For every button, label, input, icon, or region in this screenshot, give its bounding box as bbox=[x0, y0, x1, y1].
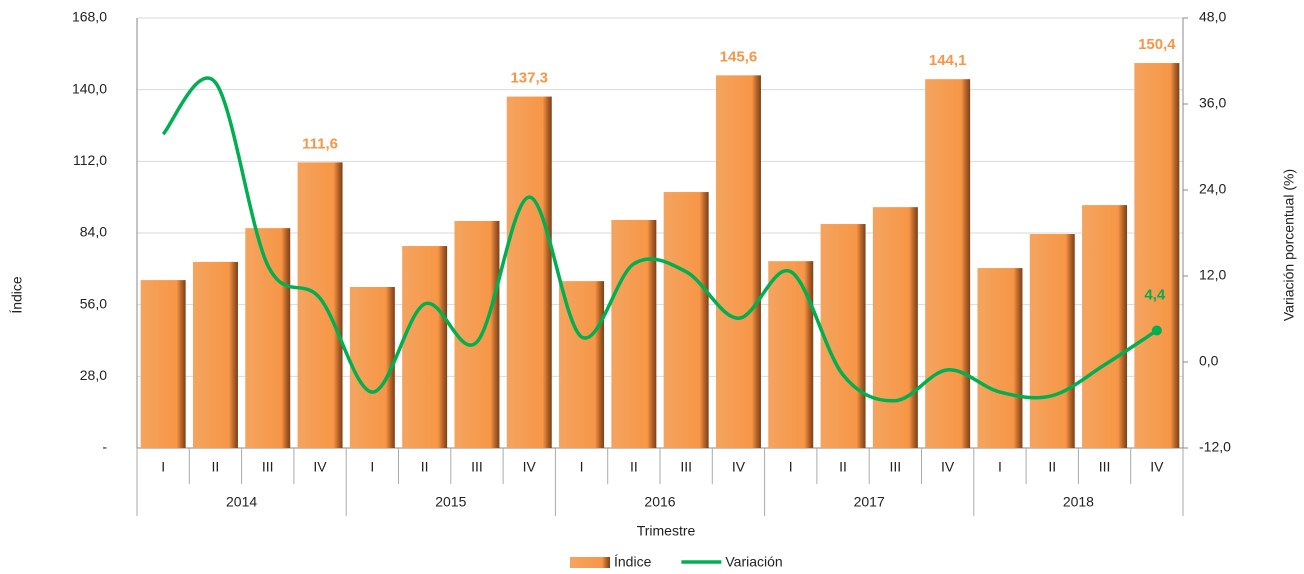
y2-tick-label: 12,0 bbox=[1199, 267, 1226, 283]
y-tick-label: 28,0 bbox=[80, 367, 107, 383]
y-axis-label: Índice bbox=[9, 276, 25, 314]
x-tick-label: IV bbox=[523, 459, 537, 475]
bar bbox=[663, 192, 709, 448]
legend-swatch bbox=[570, 557, 610, 568]
y2-tick-label: 36,0 bbox=[1199, 95, 1226, 111]
y2-tick-label: -12,0 bbox=[1199, 439, 1231, 455]
y2-tick-label: 24,0 bbox=[1199, 181, 1226, 197]
bar bbox=[192, 261, 238, 448]
bar bbox=[977, 268, 1023, 448]
x-tick-label: IV bbox=[1150, 459, 1164, 475]
x-tick-label: II bbox=[421, 459, 429, 475]
data-label: 150,4 bbox=[1138, 36, 1176, 53]
bar bbox=[454, 220, 500, 448]
x-tick-label: III bbox=[680, 459, 692, 475]
bar bbox=[611, 219, 657, 448]
y2-tick-label: 0,0 bbox=[1199, 353, 1219, 369]
y-tick-label: 56,0 bbox=[80, 295, 107, 311]
legend-label: Índice bbox=[614, 554, 652, 570]
x-tick-label: II bbox=[1048, 459, 1056, 475]
y-tick-label: 84,0 bbox=[80, 224, 107, 240]
bar bbox=[402, 246, 448, 448]
group-label: 2017 bbox=[854, 494, 885, 510]
bar bbox=[1082, 205, 1128, 448]
x-axis-label: Trimestre bbox=[637, 523, 696, 539]
line bbox=[161, 76, 1158, 403]
x-tick-label: I bbox=[789, 459, 793, 475]
x-tick-label: III bbox=[890, 459, 902, 475]
bar bbox=[506, 96, 552, 448]
data-label: 111,6 bbox=[302, 135, 338, 152]
data-label: 145,6 bbox=[720, 48, 758, 65]
y-tick-label: 140,0 bbox=[72, 80, 107, 96]
bar bbox=[715, 75, 761, 448]
bar bbox=[297, 162, 343, 448]
bar bbox=[820, 224, 866, 448]
bar bbox=[925, 79, 971, 449]
bar bbox=[1134, 63, 1180, 449]
data-label: 137,3 bbox=[510, 70, 548, 87]
y-tick-label: 168,0 bbox=[72, 9, 107, 25]
y2-axis-label: Variación porcentual (%) bbox=[1281, 169, 1297, 321]
y2-tick-label: 48,0 bbox=[1199, 9, 1226, 25]
bar bbox=[1029, 234, 1075, 448]
data-label: 4,4 bbox=[1144, 286, 1166, 303]
x-tick-label: III bbox=[471, 459, 483, 475]
y-tick-label: 112,0 bbox=[73, 152, 107, 168]
legend-label: Variación bbox=[725, 554, 782, 570]
group-label: 2016 bbox=[644, 494, 675, 510]
x-tick-label: I bbox=[998, 459, 1002, 475]
y-tick-label: - bbox=[102, 439, 107, 455]
x-tick-label: I bbox=[161, 459, 165, 475]
x-tick-label: IV bbox=[313, 459, 327, 475]
x-tick-label: IV bbox=[732, 459, 746, 475]
group-label: 2018 bbox=[1063, 494, 1094, 510]
x-tick-label: IV bbox=[941, 459, 955, 475]
group-label: 2014 bbox=[226, 494, 257, 510]
x-tick-label: I bbox=[580, 459, 584, 475]
bar bbox=[349, 287, 395, 448]
bar bbox=[872, 207, 918, 448]
x-tick-label: II bbox=[839, 459, 847, 475]
x-tick-label: II bbox=[212, 459, 220, 475]
x-tick-label: III bbox=[1099, 459, 1111, 475]
point bbox=[1151, 325, 1162, 336]
bar bbox=[140, 280, 186, 448]
x-tick-label: I bbox=[370, 459, 374, 475]
x-tick-label: II bbox=[630, 459, 638, 475]
bar bbox=[768, 261, 814, 448]
group-label: 2015 bbox=[435, 494, 466, 510]
data-label: 144,1 bbox=[929, 52, 967, 69]
x-tick-label: III bbox=[262, 459, 274, 475]
